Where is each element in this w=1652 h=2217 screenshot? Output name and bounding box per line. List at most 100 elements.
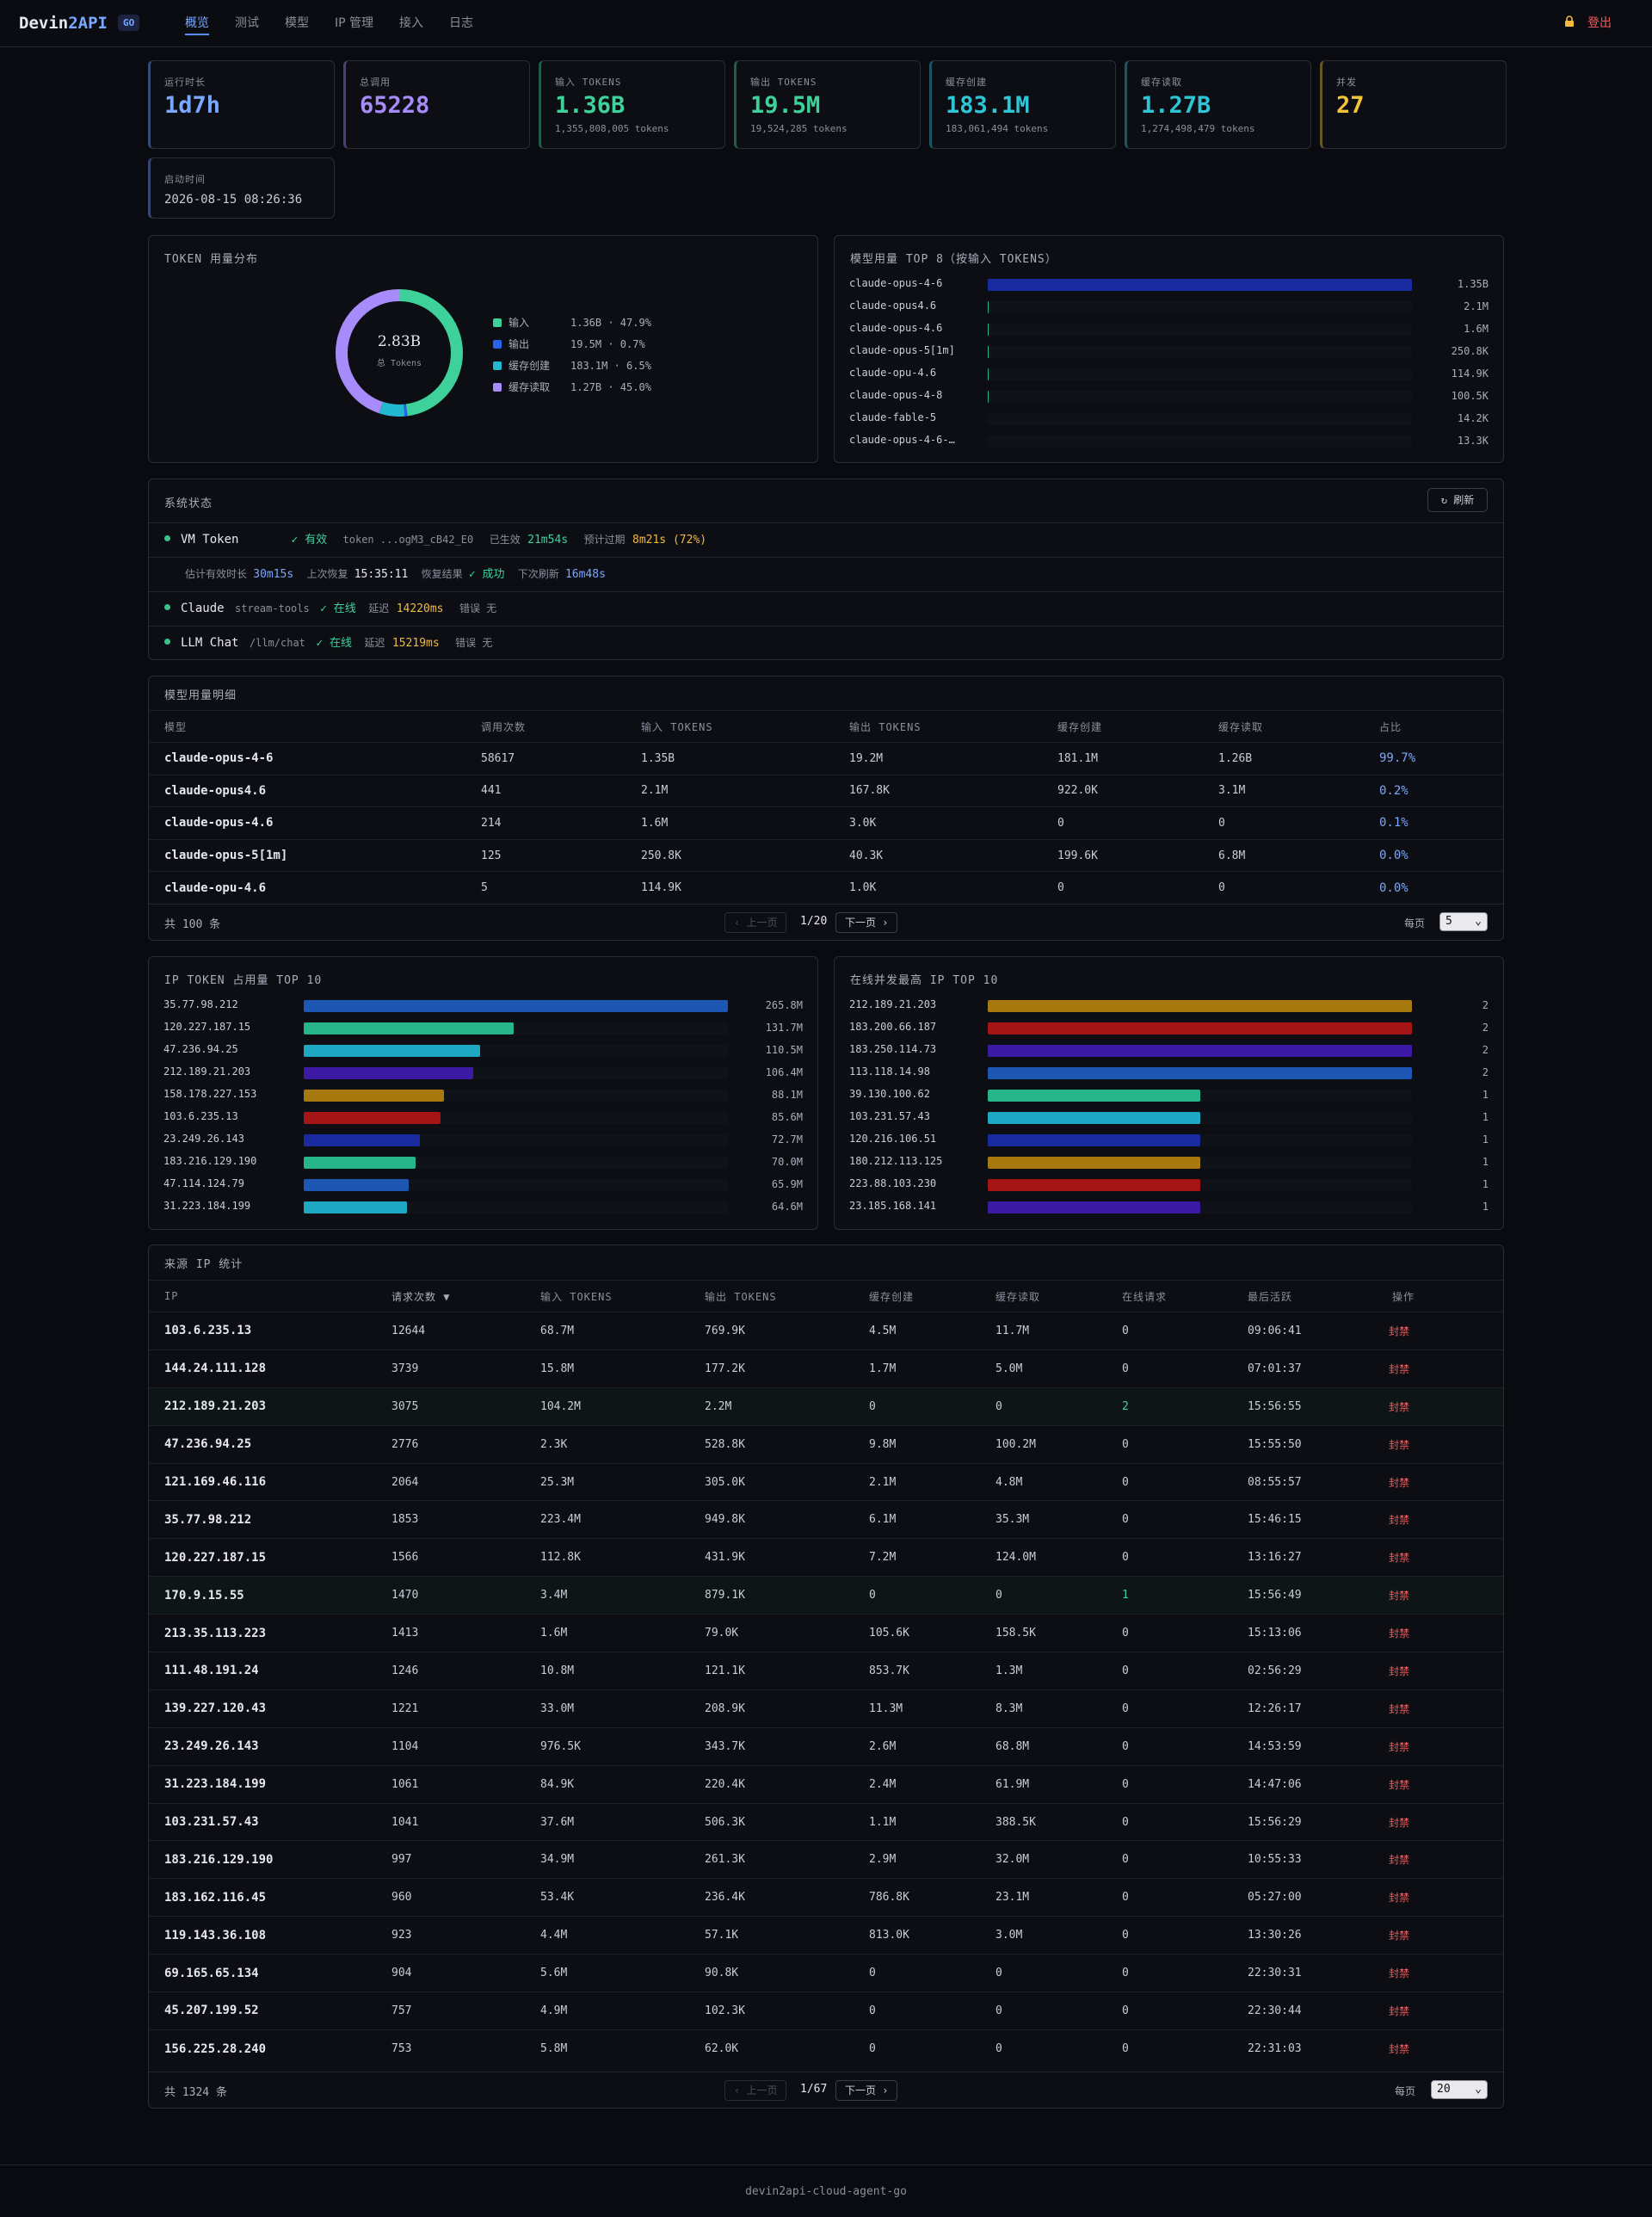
table-row: 183.216.129.190 997 34.9M 261.3K 2.9M 32.0M 0 1… — [149, 1840, 1503, 1879]
ip-per-page-select[interactable]: 20 ⌄ — [1431, 2080, 1488, 2099]
bar-track — [988, 1179, 1412, 1191]
table-cell: 167.8K — [849, 784, 890, 798]
tab-ip-management[interactable]: IP 管理 — [335, 16, 374, 30]
table-cell: 15:46:15 — [1248, 1513, 1302, 1527]
table-cell: 封禁 — [1377, 1992, 1503, 2030]
table-cell: 封禁 — [1377, 1463, 1503, 1501]
tab-overview[interactable]: 概览 — [172, 0, 222, 47]
column-header[interactable]: 输出 TOKENS — [705, 1290, 777, 1303]
model-per-page-select[interactable]: 5 ⌄ — [1439, 912, 1488, 931]
column-header[interactable]: 调用次数 — [481, 720, 527, 733]
ban-button[interactable]: 封禁 — [1389, 1816, 1410, 1829]
ip-prev-button[interactable]: ‹ 上一页 — [724, 2080, 787, 2101]
column-header[interactable]: 缓存读取 — [1218, 720, 1264, 733]
tab-test[interactable]: 测试 — [235, 16, 259, 30]
column-header[interactable]: 模型 — [164, 720, 188, 733]
table-cell: 0 — [1122, 2004, 1129, 2017]
table-cell: 12644 — [391, 1324, 426, 1337]
bar-track — [304, 1090, 728, 1102]
stat-label: 运行时长 — [164, 77, 206, 88]
bar-track — [988, 324, 1412, 336]
ban-button[interactable]: 封禁 — [1389, 2043, 1410, 2056]
ip-address: 183.216.129.190 — [163, 1155, 257, 1167]
brand-logo[interactable]: Devin2API — [19, 14, 108, 33]
table-cell: 181.1M — [1057, 751, 1098, 765]
ban-button[interactable]: 封禁 — [1389, 1325, 1410, 1337]
table-cell: 2.3K — [540, 1437, 568, 1451]
bar-fill — [304, 1157, 416, 1169]
ban-button[interactable]: 封禁 — [1389, 1552, 1410, 1565]
bar-track — [304, 1179, 728, 1191]
ban-button[interactable]: 封禁 — [1389, 1627, 1410, 1640]
column-header[interactable]: 缓存创建 — [869, 1290, 915, 1303]
table-cell: 32.0M — [996, 1853, 1030, 1867]
table-cell: 34.9M — [540, 1853, 575, 1867]
model-prev-button[interactable]: ‹ 上一页 — [724, 912, 787, 933]
ban-button[interactable]: 封禁 — [1389, 1590, 1410, 1603]
tab-logs[interactable]: 日志 — [449, 16, 474, 30]
model-detail-title: 模型用量明细 — [164, 689, 237, 702]
column-header[interactable]: 在线请求 — [1122, 1290, 1168, 1303]
ban-button[interactable]: 封禁 — [1389, 1892, 1410, 1905]
ban-button[interactable]: 封禁 — [1389, 1967, 1410, 1980]
ban-button[interactable]: 封禁 — [1389, 1438, 1410, 1451]
legend-swatch — [493, 361, 502, 370]
table-cell: 封禁 — [1377, 1312, 1503, 1350]
bar-fill — [304, 1090, 445, 1102]
ban-button[interactable]: 封禁 — [1389, 1362, 1410, 1375]
table-cell: 1041 — [391, 1815, 419, 1829]
model-name: claude-opus-4-8 — [849, 389, 943, 401]
column-header[interactable]: 输入 TOKENS — [540, 1290, 613, 1303]
bar-value: 1.35B — [1457, 278, 1489, 290]
column-header[interactable]: 输出 TOKENS — [849, 720, 922, 733]
column-header[interactable]: 缓存读取 — [996, 1290, 1041, 1303]
refresh-button[interactable]: ↻ 刷新 — [1427, 488, 1488, 512]
column-header[interactable]: 请求次数 ▼ — [391, 1290, 451, 1303]
column-header[interactable]: 最后活跃 — [1248, 1290, 1293, 1303]
stat-label: 缓存读取 — [1141, 77, 1182, 88]
stat-label: 输入 TOKENS — [555, 77, 622, 88]
table-cell: 5 — [481, 881, 488, 895]
ban-button[interactable]: 封禁 — [1389, 1854, 1410, 1867]
ban-button[interactable]: 封禁 — [1389, 2004, 1410, 2017]
ban-button[interactable]: 封禁 — [1389, 1702, 1410, 1715]
table-cell: 2064 — [391, 1475, 419, 1489]
column-header[interactable]: 输入 TOKENS — [641, 720, 713, 733]
ban-button[interactable]: 封禁 — [1389, 1664, 1410, 1677]
ban-button[interactable]: 封禁 — [1389, 1514, 1410, 1527]
model-detail-panel: 模型用量明细 模型 调用次数 输入 TOKENS 输出 TOKENS 缓存创建 缓存读取 占… — [148, 676, 1504, 941]
column-header[interactable]: 缓存创建 — [1057, 720, 1103, 733]
tab-models[interactable]: 模型 — [285, 16, 309, 30]
table-cell: 47.236.94.25 — [164, 1437, 252, 1452]
table-row: 119.143.36.108 923 4.4M 57.1K 813.0K 3.0M 0 13:… — [149, 1916, 1503, 1955]
bar-value: 1 — [1482, 1201, 1489, 1213]
token-distribution-panel: TOKEN 用量分布 2.83B 总 Tokens 输入 1.36B · 47.9… — [148, 235, 818, 463]
ban-button[interactable]: 封禁 — [1389, 1400, 1410, 1413]
table-cell: 997 — [391, 1853, 412, 1867]
model-total: 共 100 条 — [164, 918, 221, 931]
tab-integration[interactable]: 接入 — [399, 16, 424, 30]
logout-button[interactable]: 登出 — [1587, 16, 1612, 30]
model-next-button[interactable]: 下一页 › — [835, 912, 898, 933]
column-header[interactable]: 操作 — [1392, 1290, 1415, 1303]
ip-concurrency-top-panel: 在线并发最高 IP TOP 10 212.189.21.203 2 183.200.… — [834, 956, 1504, 1230]
table-cell: 11.3M — [869, 1701, 903, 1715]
ban-button[interactable]: 封禁 — [1389, 1740, 1410, 1753]
ban-button[interactable]: 封禁 — [1389, 1930, 1410, 1942]
table-row: 35.77.98.212 1853 223.4M 949.8K 6.1M 35.3M 0 15… — [149, 1500, 1503, 1539]
ip-next-button[interactable]: 下一页 › — [835, 2080, 898, 2101]
table-cell: 183.162.116.45 — [164, 1890, 267, 1905]
lock-icon — [1565, 15, 1574, 27]
bar-fill — [304, 1134, 421, 1146]
table-cell: 57.1K — [705, 1929, 739, 1942]
model-name: claude-opus-4.6 — [849, 322, 943, 334]
table-cell: 10.8M — [540, 1664, 575, 1677]
ban-button[interactable]: 封禁 — [1389, 1476, 1410, 1489]
ban-button[interactable]: 封禁 — [1389, 1778, 1410, 1791]
bar-track — [304, 1000, 728, 1012]
table-cell: 0 — [1122, 1513, 1129, 1527]
column-header[interactable]: IP — [164, 1290, 179, 1302]
table-cell: 0 — [1122, 1929, 1129, 1942]
table-cell: 223.4M — [540, 1513, 581, 1527]
column-header[interactable]: 占比 — [1379, 720, 1402, 733]
